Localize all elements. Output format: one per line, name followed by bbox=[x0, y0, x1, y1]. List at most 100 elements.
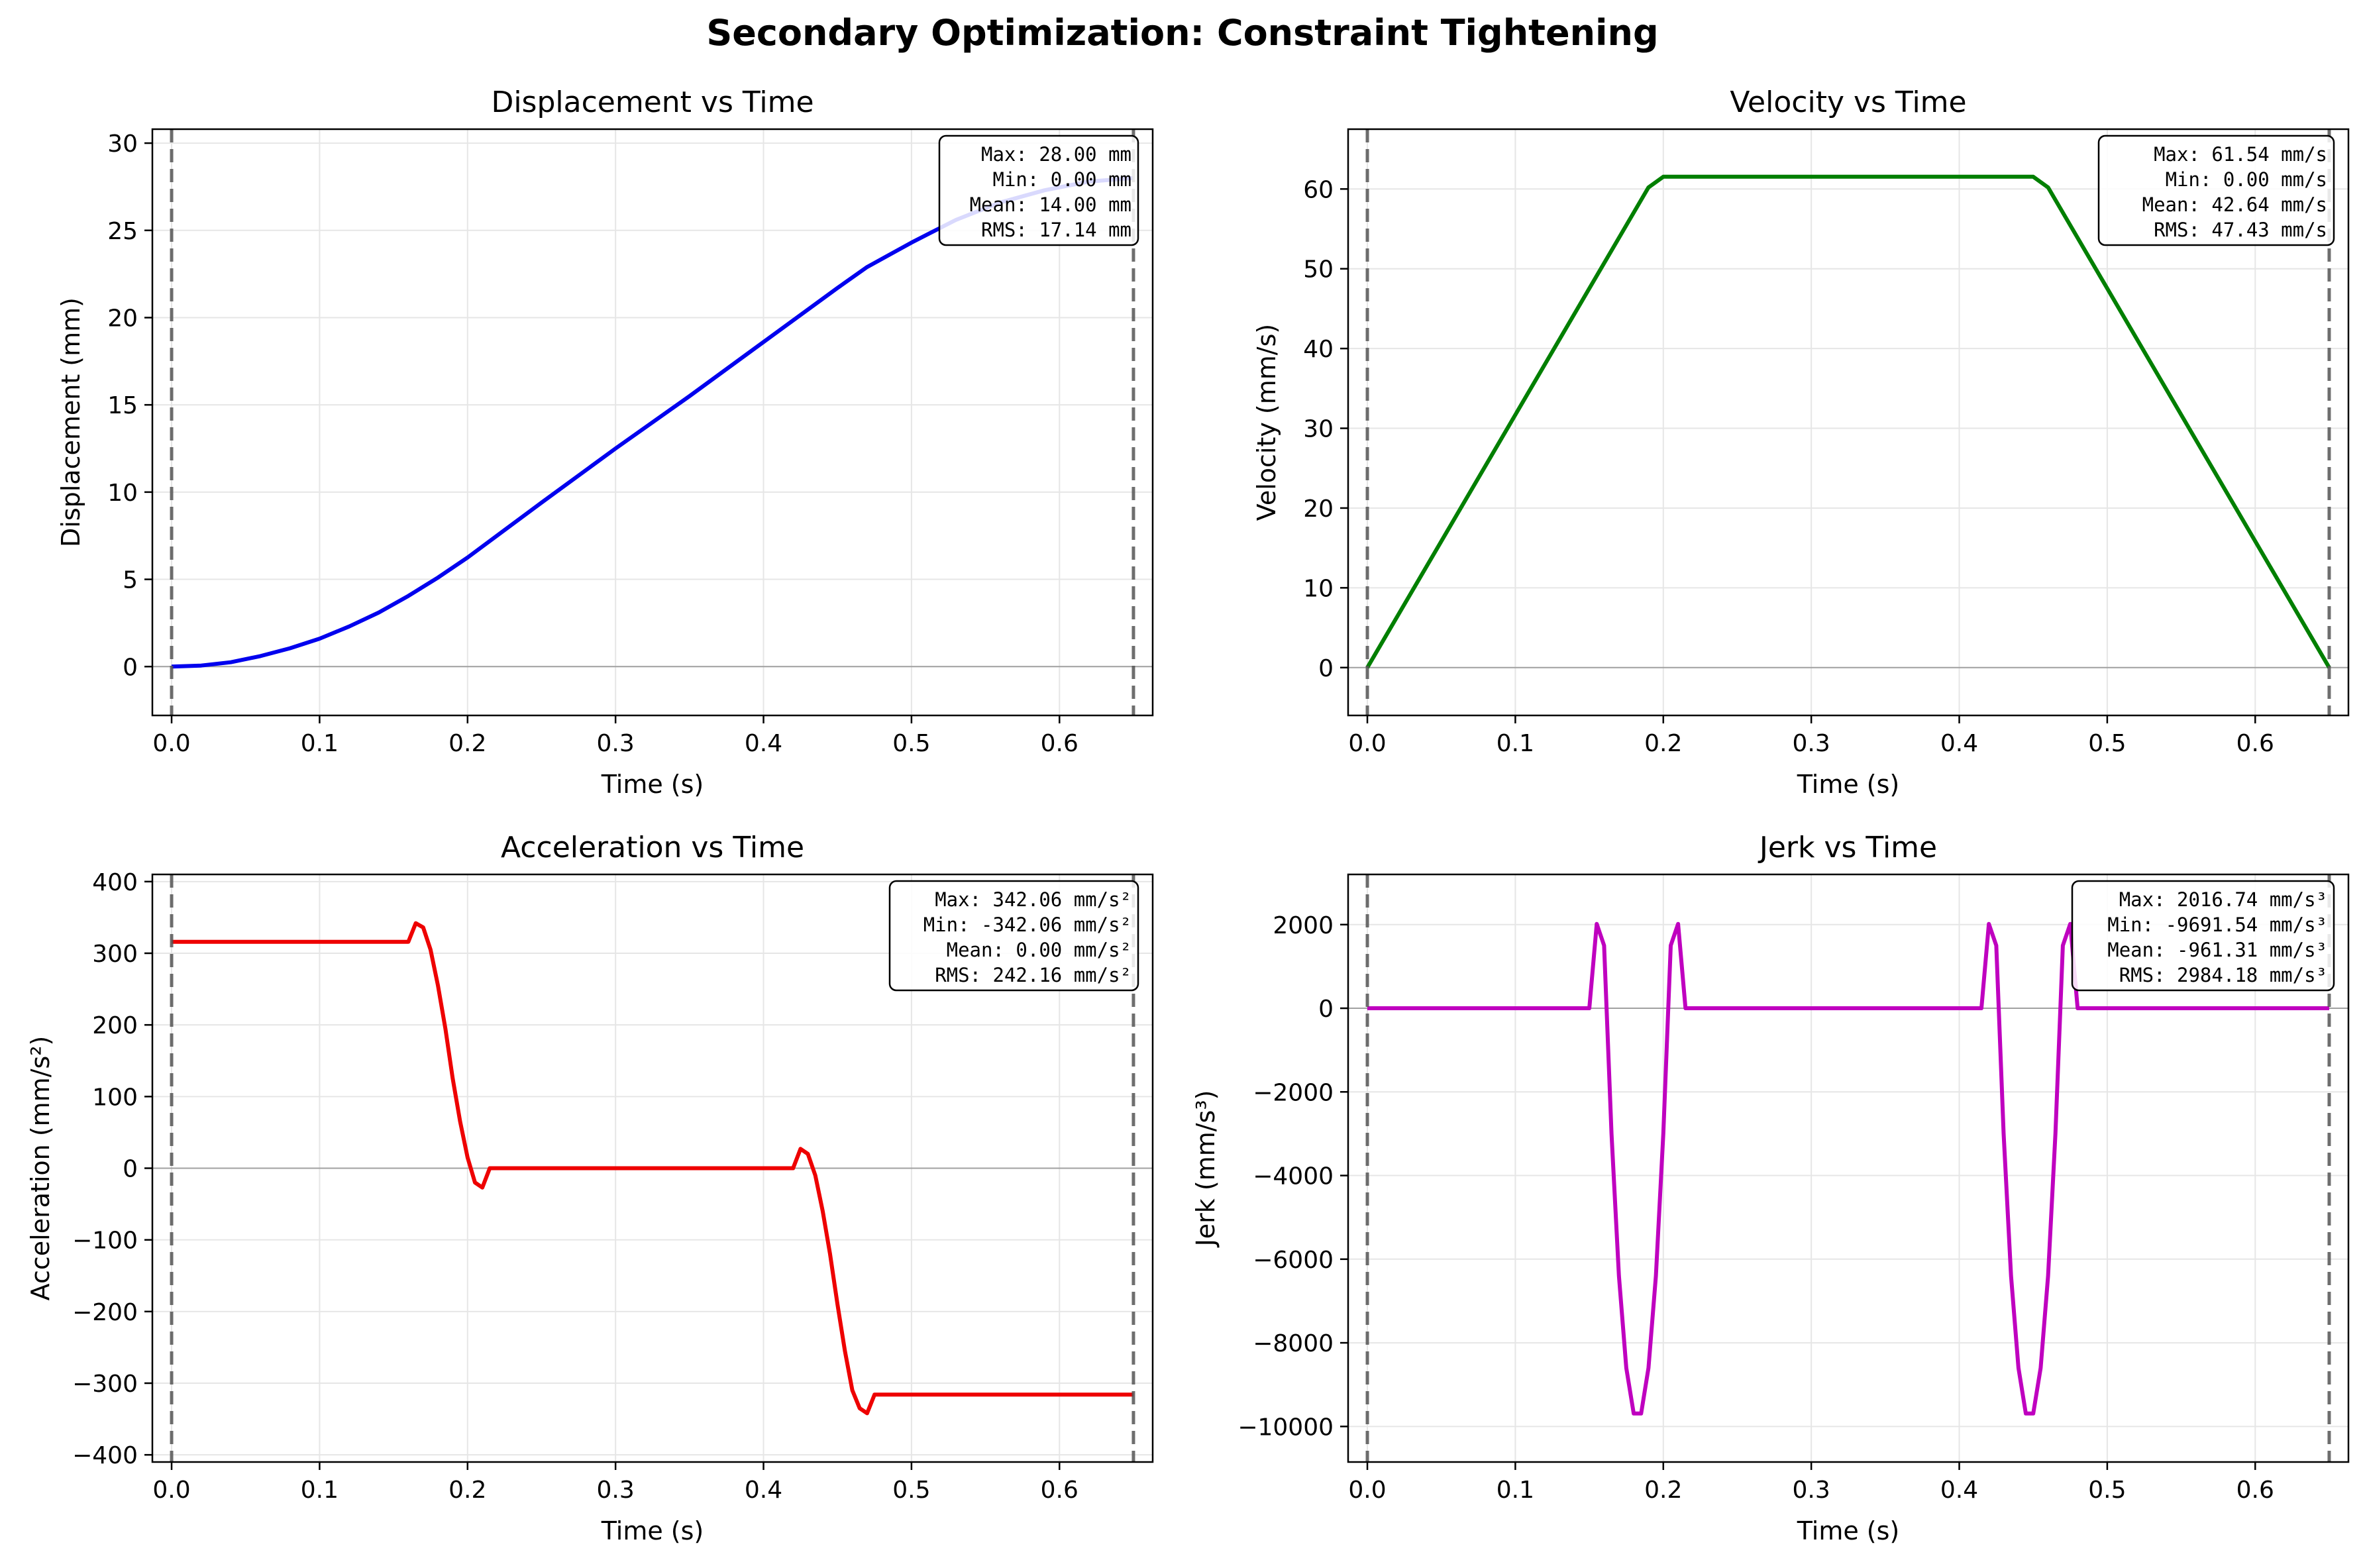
y-tick-label: 50 bbox=[1303, 256, 1334, 284]
x-tick-label: 0.5 bbox=[2088, 1477, 2126, 1504]
y-axis-label: Acceleration (mm/s²) bbox=[26, 1036, 55, 1301]
x-tick-label: 0.6 bbox=[1041, 730, 1078, 757]
x-tick-label: 0.0 bbox=[1348, 1477, 1386, 1504]
stats-line: Min: 0.00 mm bbox=[992, 168, 1131, 191]
figure-title: Secondary Optimization: Constraint Tight… bbox=[706, 12, 1659, 54]
stats-line: Max: 28.00 mm bbox=[981, 143, 1131, 166]
stats-line: Min: -9691.54 mm/s³ bbox=[2107, 914, 2327, 936]
x-tick-label: 0.4 bbox=[1940, 730, 1978, 757]
stats-line: Max: 2016.74 mm/s³ bbox=[2119, 888, 2327, 911]
stats-line: Mean: 14.00 mm bbox=[970, 193, 1131, 216]
x-tick-label: 0.5 bbox=[892, 1477, 930, 1504]
stats-line: Min: 0.00 mm/s bbox=[2166, 168, 2327, 191]
y-tick-label: 60 bbox=[1303, 176, 1334, 203]
y-tick-label: −10000 bbox=[1237, 1414, 1334, 1441]
axes-frame bbox=[1347, 128, 2350, 717]
y-tick-label: −4000 bbox=[1253, 1163, 1334, 1190]
stats-line: Max: 342.06 mm/s² bbox=[935, 888, 1131, 911]
stats-line: Mean: 0.00 mm/s² bbox=[947, 939, 1131, 961]
stats-line: Max: 61.54 mm/s bbox=[2154, 143, 2327, 166]
y-tick-label: 30 bbox=[107, 131, 138, 158]
x-tick-label: 0.2 bbox=[448, 1477, 486, 1504]
y-tick-label: −8000 bbox=[1253, 1330, 1334, 1357]
y-tick-label: −6000 bbox=[1253, 1247, 1334, 1274]
series-line bbox=[171, 176, 1134, 669]
axes-frame bbox=[151, 128, 1154, 717]
subplot-title: Acceleration vs Time bbox=[501, 831, 804, 864]
y-tick-label: 5 bbox=[123, 567, 138, 594]
y-tick-label: 10 bbox=[1303, 575, 1334, 602]
x-tick-label: 0.4 bbox=[745, 730, 782, 757]
y-tick-label: 300 bbox=[92, 941, 138, 968]
y-tick-label: 0 bbox=[123, 654, 138, 681]
subplot-title: Jerk vs Time bbox=[1758, 831, 1937, 864]
stats-line: Mean: 42.64 mm/s bbox=[2142, 193, 2327, 216]
subplot-title: Velocity vs Time bbox=[1730, 85, 1966, 119]
y-tick-label: 40 bbox=[1303, 336, 1334, 363]
y-tick-label: 25 bbox=[107, 218, 138, 245]
stats-line: Mean: -961.31 mm/s³ bbox=[2107, 939, 2327, 961]
stats-line: RMS: 17.14 mm bbox=[981, 219, 1131, 241]
x-tick-label: 0.4 bbox=[745, 1477, 782, 1504]
stats-line: RMS: 47.43 mm/s bbox=[2154, 219, 2327, 241]
x-axis-label: Time (s) bbox=[1797, 1516, 1900, 1545]
y-tick-label: 20 bbox=[1303, 496, 1334, 523]
y-tick-label: −300 bbox=[72, 1371, 138, 1398]
x-tick-label: 0.1 bbox=[301, 1477, 339, 1504]
subplot-velocity: 0.0 0.1 0.2 0.3 0.4 0.5 0.6 0 10 20 30 40 50 60 Veloci… bbox=[1252, 85, 2350, 799]
subplot-displacement: 0.0 0.1 0.2 0.3 0.4 0.5 0.6 0 5 10 15 20 25 30 Displac… bbox=[56, 85, 1154, 799]
x-tick-label: 0.4 bbox=[1940, 1477, 1978, 1504]
x-tick-label: 0.2 bbox=[1644, 730, 1682, 757]
x-axis-label: Time (s) bbox=[1797, 770, 1900, 799]
stats-box bbox=[2097, 134, 2335, 246]
y-tick-label: 2000 bbox=[1273, 912, 1334, 939]
x-axis-label: Time (s) bbox=[601, 1516, 704, 1545]
axes-frame bbox=[1347, 873, 2350, 1463]
y-axis-label: Displacement (mm) bbox=[56, 297, 85, 547]
stats-box bbox=[938, 134, 1139, 246]
x-tick-label: 0.3 bbox=[597, 1477, 635, 1504]
y-tick-label: 100 bbox=[92, 1084, 138, 1111]
x-tick-label: 0.6 bbox=[2236, 730, 2274, 757]
y-tick-label: 0 bbox=[1318, 655, 1334, 682]
x-tick-label: 0.1 bbox=[1497, 730, 1534, 757]
y-tick-label: 400 bbox=[92, 869, 138, 896]
x-tick-label: 0.1 bbox=[1497, 1477, 1534, 1504]
y-tick-label: 0 bbox=[123, 1156, 138, 1183]
subplot-jerk: 0.0 0.1 0.2 0.3 0.4 0.5 0.6 −10000 −8000 −6000 −40… bbox=[1191, 831, 2350, 1545]
y-tick-label: 0 bbox=[1318, 996, 1334, 1023]
x-tick-label: 0.0 bbox=[152, 1477, 190, 1504]
x-tick-label: 0.6 bbox=[2236, 1477, 2274, 1504]
subplot-title: Displacement vs Time bbox=[491, 85, 814, 119]
series-line bbox=[1365, 174, 2331, 669]
stats-line: Min: -342.06 mm/s² bbox=[923, 914, 1131, 936]
x-tick-label: 0.3 bbox=[1793, 730, 1830, 757]
x-tick-label: 0.5 bbox=[2088, 730, 2126, 757]
stats-line: RMS: 242.16 mm/s² bbox=[935, 964, 1131, 986]
subplot-acceleration: 0.0 0.1 0.2 0.3 0.4 0.5 0.6 −400 −300 −200 −100 0 10… bbox=[26, 831, 1154, 1545]
x-tick-label: 0.0 bbox=[152, 730, 190, 757]
y-tick-label: −2000 bbox=[1253, 1079, 1334, 1106]
x-tick-label: 0.3 bbox=[1793, 1477, 1830, 1504]
x-tick-label: 0.5 bbox=[892, 730, 930, 757]
y-tick-label: 200 bbox=[92, 1012, 138, 1039]
x-tick-label: 0.2 bbox=[448, 730, 486, 757]
y-tick-label: 10 bbox=[107, 480, 138, 507]
x-tick-label: 0.1 bbox=[301, 730, 339, 757]
y-tick-label: 30 bbox=[1303, 416, 1334, 443]
x-tick-label: 0.2 bbox=[1644, 1477, 1682, 1504]
x-tick-label: 0.6 bbox=[1041, 1477, 1078, 1504]
stats-line: RMS: 2984.18 mm/s³ bbox=[2119, 964, 2327, 986]
y-tick-label: 20 bbox=[107, 305, 138, 332]
x-axis-label: Time (s) bbox=[601, 770, 704, 799]
y-tick-label: −100 bbox=[72, 1228, 138, 1255]
x-tick-label: 0.0 bbox=[1348, 730, 1386, 757]
y-tick-label: 15 bbox=[107, 392, 138, 419]
y-axis-label: Velocity (mm/s) bbox=[1252, 324, 1281, 521]
series-line bbox=[172, 921, 1133, 1416]
x-tick-label: 0.3 bbox=[597, 730, 635, 757]
y-tick-label: −200 bbox=[72, 1299, 138, 1326]
y-tick-label: −400 bbox=[72, 1442, 138, 1469]
series-line bbox=[1367, 921, 2329, 1416]
